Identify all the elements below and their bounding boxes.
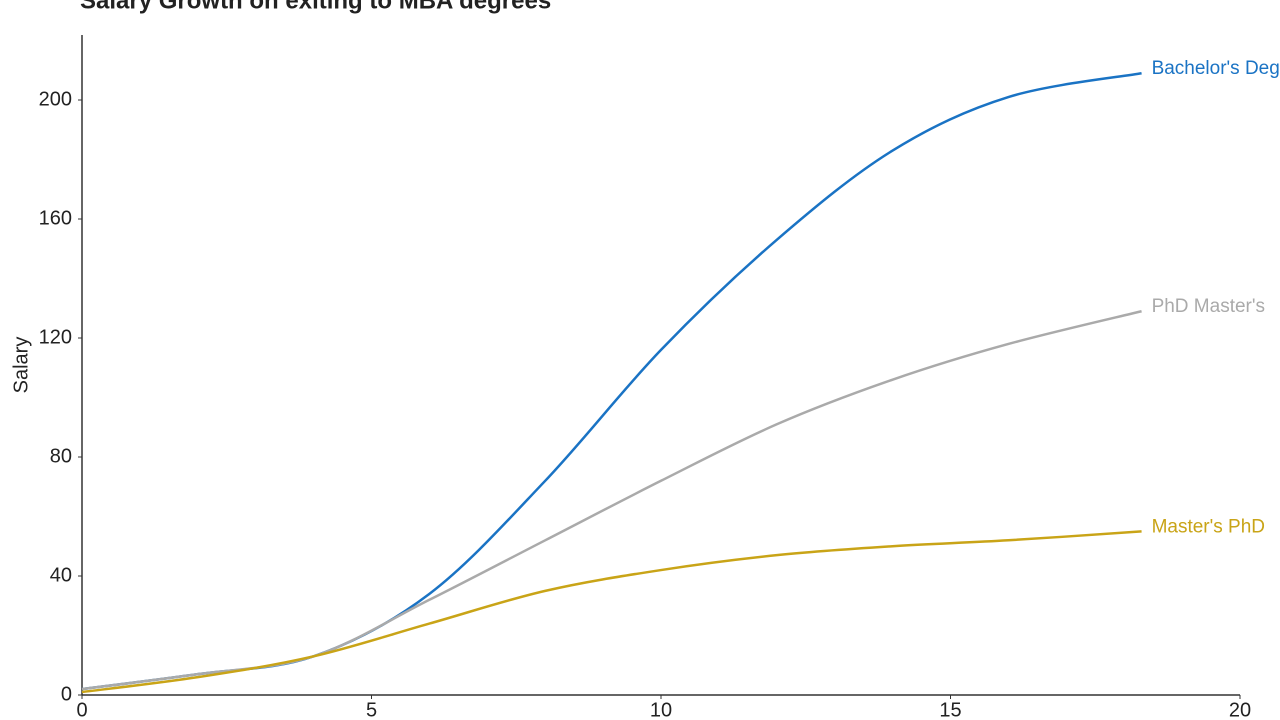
chart-title: Salary Growth on exiting to MBA degrees bbox=[80, 0, 551, 14]
y-tick-label: 0 bbox=[61, 683, 72, 705]
y-tick-label: 80 bbox=[50, 445, 72, 467]
x-tick-label: 15 bbox=[939, 699, 961, 720]
x-tick-label: 10 bbox=[650, 699, 672, 720]
y-tick-label: 160 bbox=[39, 207, 72, 229]
y-tick-label: 200 bbox=[39, 88, 72, 110]
series-line bbox=[81, 71, 1142, 691]
series-label: Bachelor's Degree bbox=[1152, 58, 1280, 79]
y-tick-label: 40 bbox=[50, 564, 72, 586]
x-tick-label: 0 bbox=[76, 699, 87, 720]
series-line bbox=[81, 310, 1142, 691]
x-tick-label: 20 bbox=[1229, 699, 1251, 720]
series-line bbox=[81, 530, 1142, 694]
series-label: PhD Master's bbox=[1152, 296, 1265, 317]
series-label: Master's PhD bbox=[1152, 516, 1265, 537]
x-tick-label: 5 bbox=[366, 699, 377, 720]
y-tick-label: 120 bbox=[39, 326, 72, 348]
y-axis-label: Salary bbox=[10, 337, 32, 394]
